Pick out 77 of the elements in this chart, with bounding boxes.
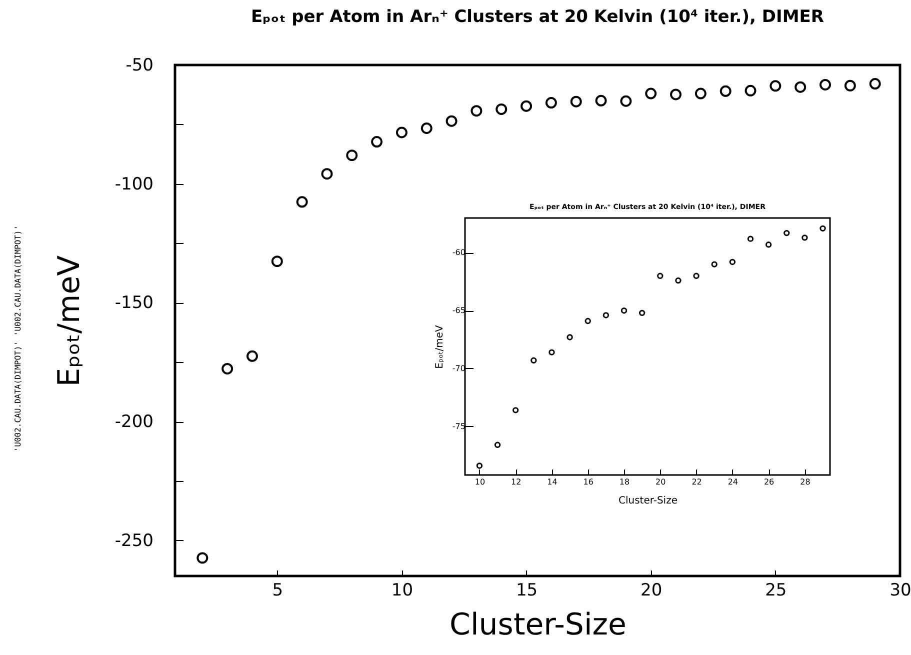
point	[747, 236, 754, 242]
x-tick-label: 14	[547, 478, 558, 486]
point	[802, 234, 808, 241]
point	[820, 225, 826, 232]
point	[530, 357, 537, 364]
point	[321, 168, 333, 180]
point	[420, 122, 432, 134]
x-tick-label: 10	[391, 580, 414, 600]
y-tick-label: -150	[114, 293, 154, 314]
point	[595, 94, 607, 106]
point	[446, 115, 458, 127]
x-tick-label: 18	[619, 478, 630, 486]
point	[720, 85, 732, 97]
point	[570, 96, 582, 108]
x-tick-label: 26	[764, 478, 774, 486]
point	[765, 242, 772, 248]
point	[711, 261, 718, 268]
x-tick-label: 10	[474, 478, 486, 486]
y-tick-label: -250	[114, 530, 154, 551]
point	[296, 196, 308, 208]
x-tick-label: 22	[692, 478, 702, 486]
y-axis-title: Eₚₒₜ/meV	[52, 254, 87, 387]
point	[346, 150, 358, 162]
point	[645, 88, 657, 100]
point	[246, 350, 258, 362]
x-tick-label: 24	[728, 478, 738, 486]
point	[271, 256, 283, 268]
point	[620, 308, 628, 314]
point	[694, 88, 706, 100]
point	[657, 272, 664, 279]
x-tick-label: 12	[511, 478, 522, 486]
point	[566, 334, 573, 340]
x-axis-title: Cluster-Size	[618, 496, 678, 506]
point	[545, 97, 557, 109]
y-tick-label: -100	[114, 174, 154, 194]
x-tick-label: 20	[640, 580, 662, 600]
y-tick-label: -200	[114, 412, 154, 432]
y-tick-label: -65	[452, 306, 466, 316]
point	[693, 272, 700, 279]
point	[784, 230, 790, 236]
text: 'U002.CAU.DATA(DIMPOT)' 'U002.CAU.DATA(DIMPOT)'	[14, 224, 22, 454]
point	[794, 81, 806, 93]
x-tick-label: 20	[656, 478, 666, 486]
point	[869, 78, 881, 90]
point	[494, 442, 501, 448]
point	[196, 552, 208, 564]
point	[520, 100, 532, 112]
point	[496, 103, 508, 115]
x-axis-title: Cluster-Size	[450, 608, 626, 642]
y-tick-label: -50	[126, 56, 154, 76]
point	[602, 312, 610, 318]
point	[396, 126, 408, 138]
chart-title: Eₚₒₜ per Atom in Arₙ⁺ Clusters at 20 Kelvin (10⁴ iter.), DIMER	[251, 7, 824, 27]
point	[584, 318, 591, 324]
point	[638, 310, 646, 316]
x-tick-label: 28	[800, 478, 810, 486]
point	[470, 105, 482, 117]
point	[512, 407, 519, 414]
y-tick-label: -75	[452, 422, 466, 431]
point	[820, 78, 831, 90]
x-tick-label: 25	[765, 580, 787, 600]
x-tick-label: 15	[516, 580, 538, 600]
point	[675, 277, 682, 284]
x-tick-label: 16	[583, 478, 594, 486]
point	[844, 80, 856, 92]
point	[670, 88, 682, 100]
point	[371, 136, 383, 148]
y-axis-title: Eₚₒₜ/meV	[434, 324, 446, 369]
point	[620, 95, 632, 107]
point	[476, 462, 483, 469]
point	[222, 363, 234, 374]
point	[729, 258, 736, 266]
point	[770, 80, 782, 92]
point	[548, 349, 555, 356]
x-tick-label: 30	[890, 580, 911, 600]
point	[744, 84, 756, 96]
x-tick-label: 5	[272, 580, 284, 600]
